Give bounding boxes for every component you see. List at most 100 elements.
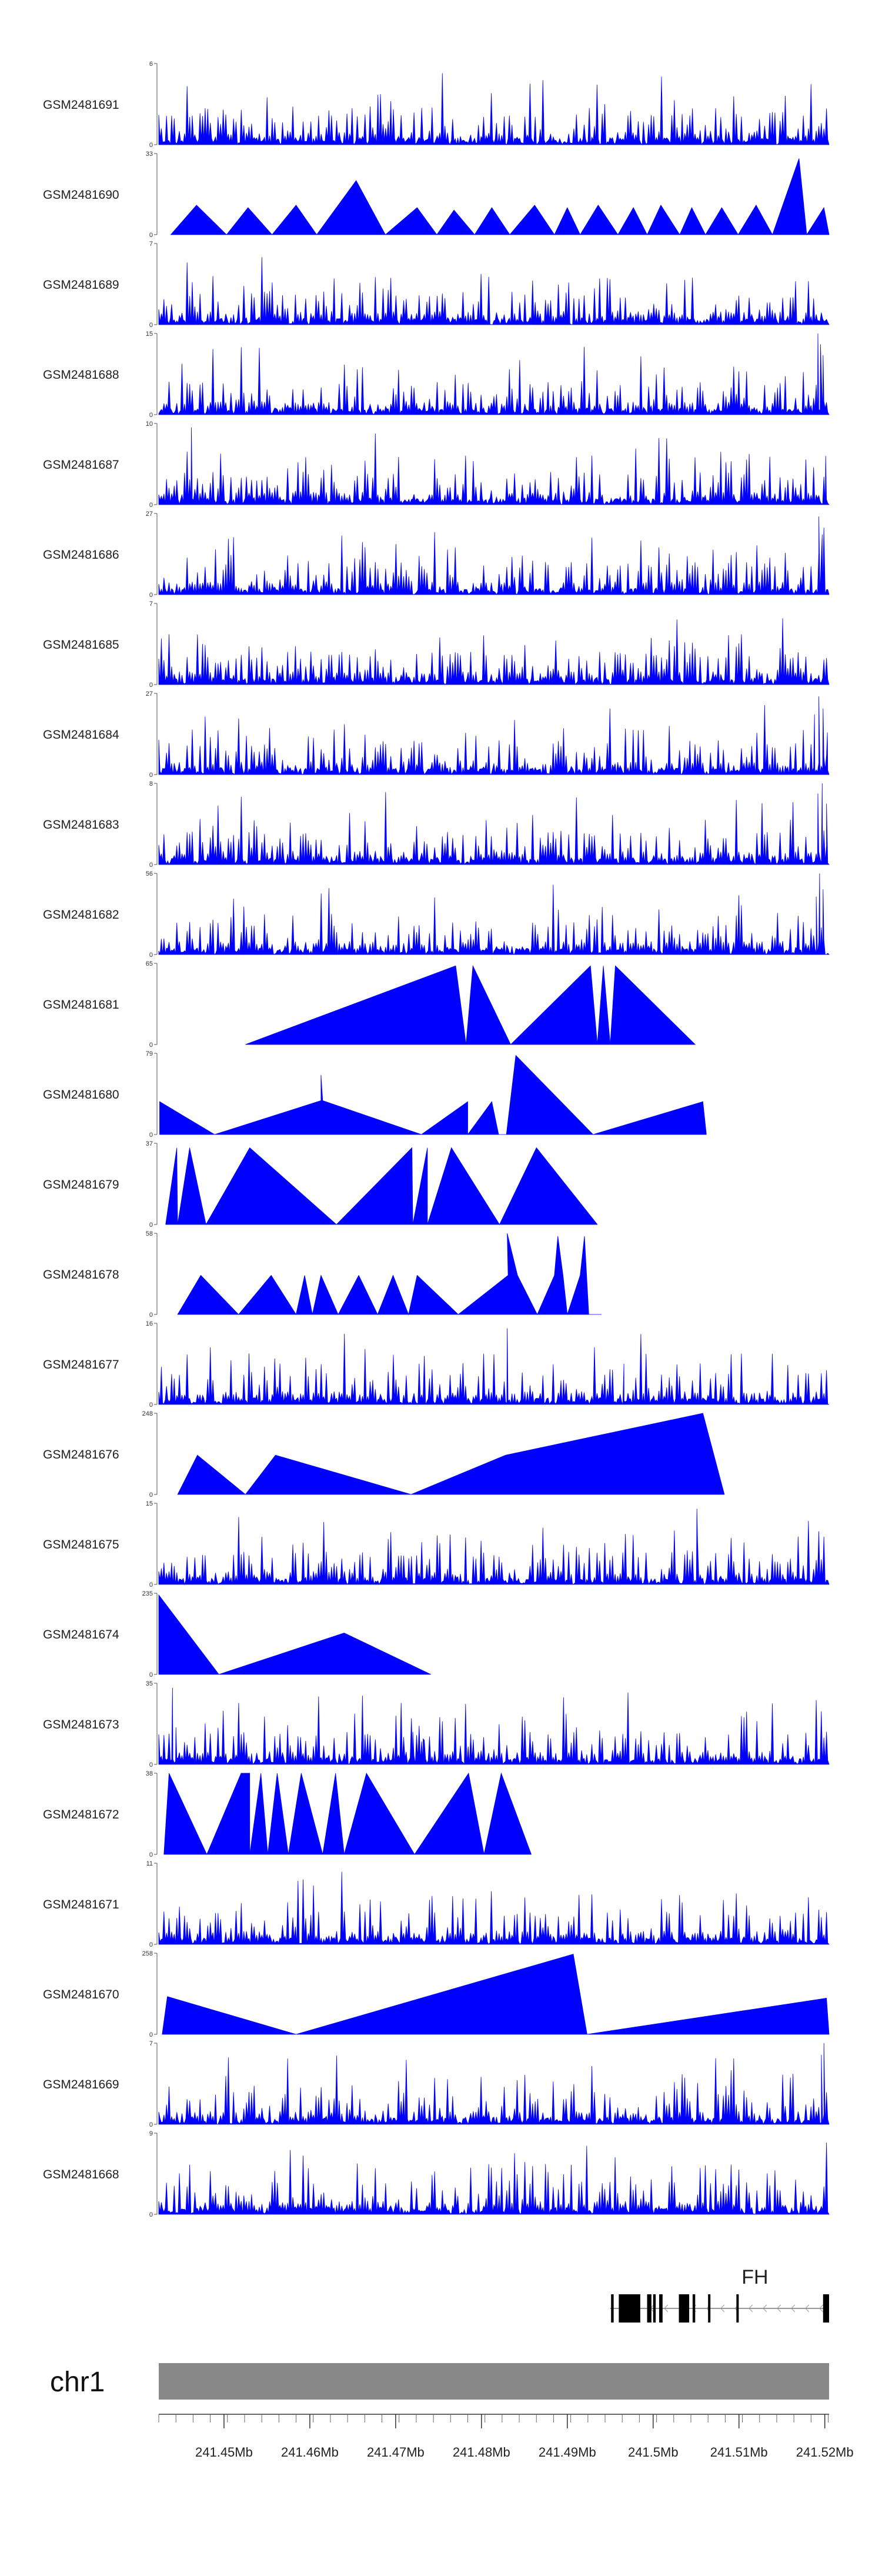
y-max-label: 7 (149, 600, 153, 608)
y-max-label: 56 (146, 870, 153, 877)
track-GSM2481691: GSM2481691 6 0 (43, 61, 830, 149)
y-min-label: 0 (149, 592, 153, 599)
coverage-area (177, 1413, 725, 1495)
track-label: GSM2481681 (43, 998, 119, 1012)
coverage-area (158, 73, 830, 145)
coverage-area (158, 618, 830, 685)
y-max-label: 15 (146, 1500, 153, 1507)
track-label: GSM2481686 (43, 548, 119, 562)
y-min-label: 0 (149, 2121, 153, 2128)
track-label: GSM2481684 (43, 728, 119, 742)
y-min-label: 0 (149, 682, 153, 689)
track-GSM2481686: GSM2481686 27 0 (43, 510, 830, 599)
gene-exon (823, 2294, 829, 2323)
track-GSM2481682: GSM2481682 56 0 (43, 870, 830, 959)
y-max-label: 258 (142, 1950, 153, 1957)
y-max-label: 65 (146, 960, 153, 967)
strand-arrow-icon (664, 2304, 669, 2313)
y-max-label: 10 (146, 421, 153, 428)
coverage-area (158, 516, 830, 596)
gene-exon (692, 2294, 696, 2323)
y-min-label: 0 (149, 1491, 153, 1499)
y-min-label: 0 (149, 1671, 153, 1679)
strand-arrow-icon (791, 2304, 796, 2313)
y-min-label: 0 (149, 1132, 153, 1139)
track-label: GSM2481668 (43, 2168, 119, 2181)
coverage-area (158, 1509, 830, 1586)
track-GSM2481688: GSM2481688 15 0 (43, 331, 830, 419)
chromosome-track: chr1 (50, 2363, 829, 2400)
y-max-label: 7 (149, 241, 153, 248)
y-min-label: 0 (149, 1222, 153, 1229)
track-label: GSM2481672 (43, 1808, 119, 1821)
y-min-label: 0 (149, 1851, 153, 1858)
track-GSM2481680: GSM2481680 79 0 (43, 1050, 707, 1139)
coverage-area (170, 158, 830, 236)
y-min-label: 0 (149, 142, 153, 149)
track-GSM2481671: GSM2481671 11 0 (43, 1860, 830, 1948)
x-tick-label: 241.48Mb (453, 2445, 510, 2460)
track-GSM2481670: GSM2481670 258 0 (43, 1950, 830, 2038)
y-max-label: 9 (149, 2130, 153, 2137)
track-label: GSM2481671 (43, 1898, 119, 1911)
y-min-label: 0 (149, 862, 153, 869)
y-min-label: 0 (149, 412, 153, 419)
strand-arrow-icon (777, 2304, 781, 2313)
gene-exon (619, 2294, 640, 2323)
y-max-label: 33 (146, 151, 153, 158)
coverage-area (163, 1772, 532, 1855)
track-label: GSM2481674 (43, 1628, 119, 1641)
track-GSM2481675: GSM2481675 15 0 (43, 1500, 830, 1589)
y-max-label: 58 (146, 1230, 153, 1237)
x-tick-label: 241.52Mb (796, 2445, 854, 2460)
y-max-label: 16 (146, 1320, 153, 1327)
strand-arrow-icon (805, 2304, 810, 2313)
track-GSM2481678: GSM2481678 58 0 (43, 1230, 602, 1319)
y-min-label: 0 (149, 502, 153, 509)
track-GSM2481668: GSM2481668 9 0 (43, 2130, 830, 2218)
track-label: GSM2481687 (43, 458, 119, 472)
track-GSM2481677: GSM2481677 16 0 (43, 1320, 830, 1409)
track-label: GSM2481679 (43, 1178, 119, 1192)
y-min-label: 0 (149, 1312, 153, 1319)
track-label: GSM2481677 (43, 1358, 119, 1372)
track-label: GSM2481678 (43, 1268, 119, 1282)
x-axis: 241.45Mb 241.46Mb 241.47Mb 241.48Mb 241.49Mb… (158, 2414, 854, 2460)
track-label: GSM2481669 (43, 2078, 119, 2091)
track-label: GSM2481670 (43, 1988, 119, 2001)
track-GSM2481669: GSM2481669 7 0 (43, 2040, 830, 2128)
x-tick-label: 241.51Mb (710, 2445, 768, 2460)
track-GSM2481673: GSM2481673 35 0 (43, 1680, 830, 1769)
y-min-label: 0 (149, 232, 153, 239)
coverage-area (158, 427, 830, 506)
gene-exon (736, 2294, 739, 2323)
x-tick-label: 241.5Mb (628, 2445, 679, 2460)
coverage-area (158, 257, 830, 326)
gene-exon (611, 2294, 614, 2323)
coverage-area (158, 2043, 830, 2125)
y-min-label: 0 (149, 1761, 153, 1769)
y-max-label: 235 (142, 1590, 153, 1597)
track-GSM2481685: GSM2481685 7 0 (43, 600, 830, 689)
track-label: GSM2481691 (43, 98, 119, 112)
track-label: GSM2481682 (43, 908, 119, 922)
track-GSM2481684: GSM2481684 27 0 (43, 690, 830, 779)
x-tick-label: 241.46Mb (281, 2445, 339, 2460)
gene-exon (647, 2294, 652, 2323)
y-min-label: 0 (149, 322, 153, 329)
track-label: GSM2481683 (43, 818, 119, 832)
y-max-label: 8 (149, 780, 153, 788)
coverage-area (158, 1594, 431, 1675)
gene-exon (653, 2294, 656, 2323)
track-GSM2481681: GSM2481681 65 0 (43, 960, 696, 1049)
chromosome-label: chr1 (50, 2367, 105, 2398)
track-GSM2481679: GSM2481679 37 0 (43, 1140, 598, 1229)
track-GSM2481674: GSM2481674 235 0 (43, 1590, 431, 1679)
y-min-label: 0 (149, 1581, 153, 1589)
gene-exon (708, 2294, 711, 2323)
y-max-label: 38 (146, 1770, 153, 1777)
y-min-label: 0 (149, 952, 153, 959)
track-label: GSM2481676 (43, 1448, 119, 1461)
y-min-label: 0 (149, 1941, 153, 1948)
